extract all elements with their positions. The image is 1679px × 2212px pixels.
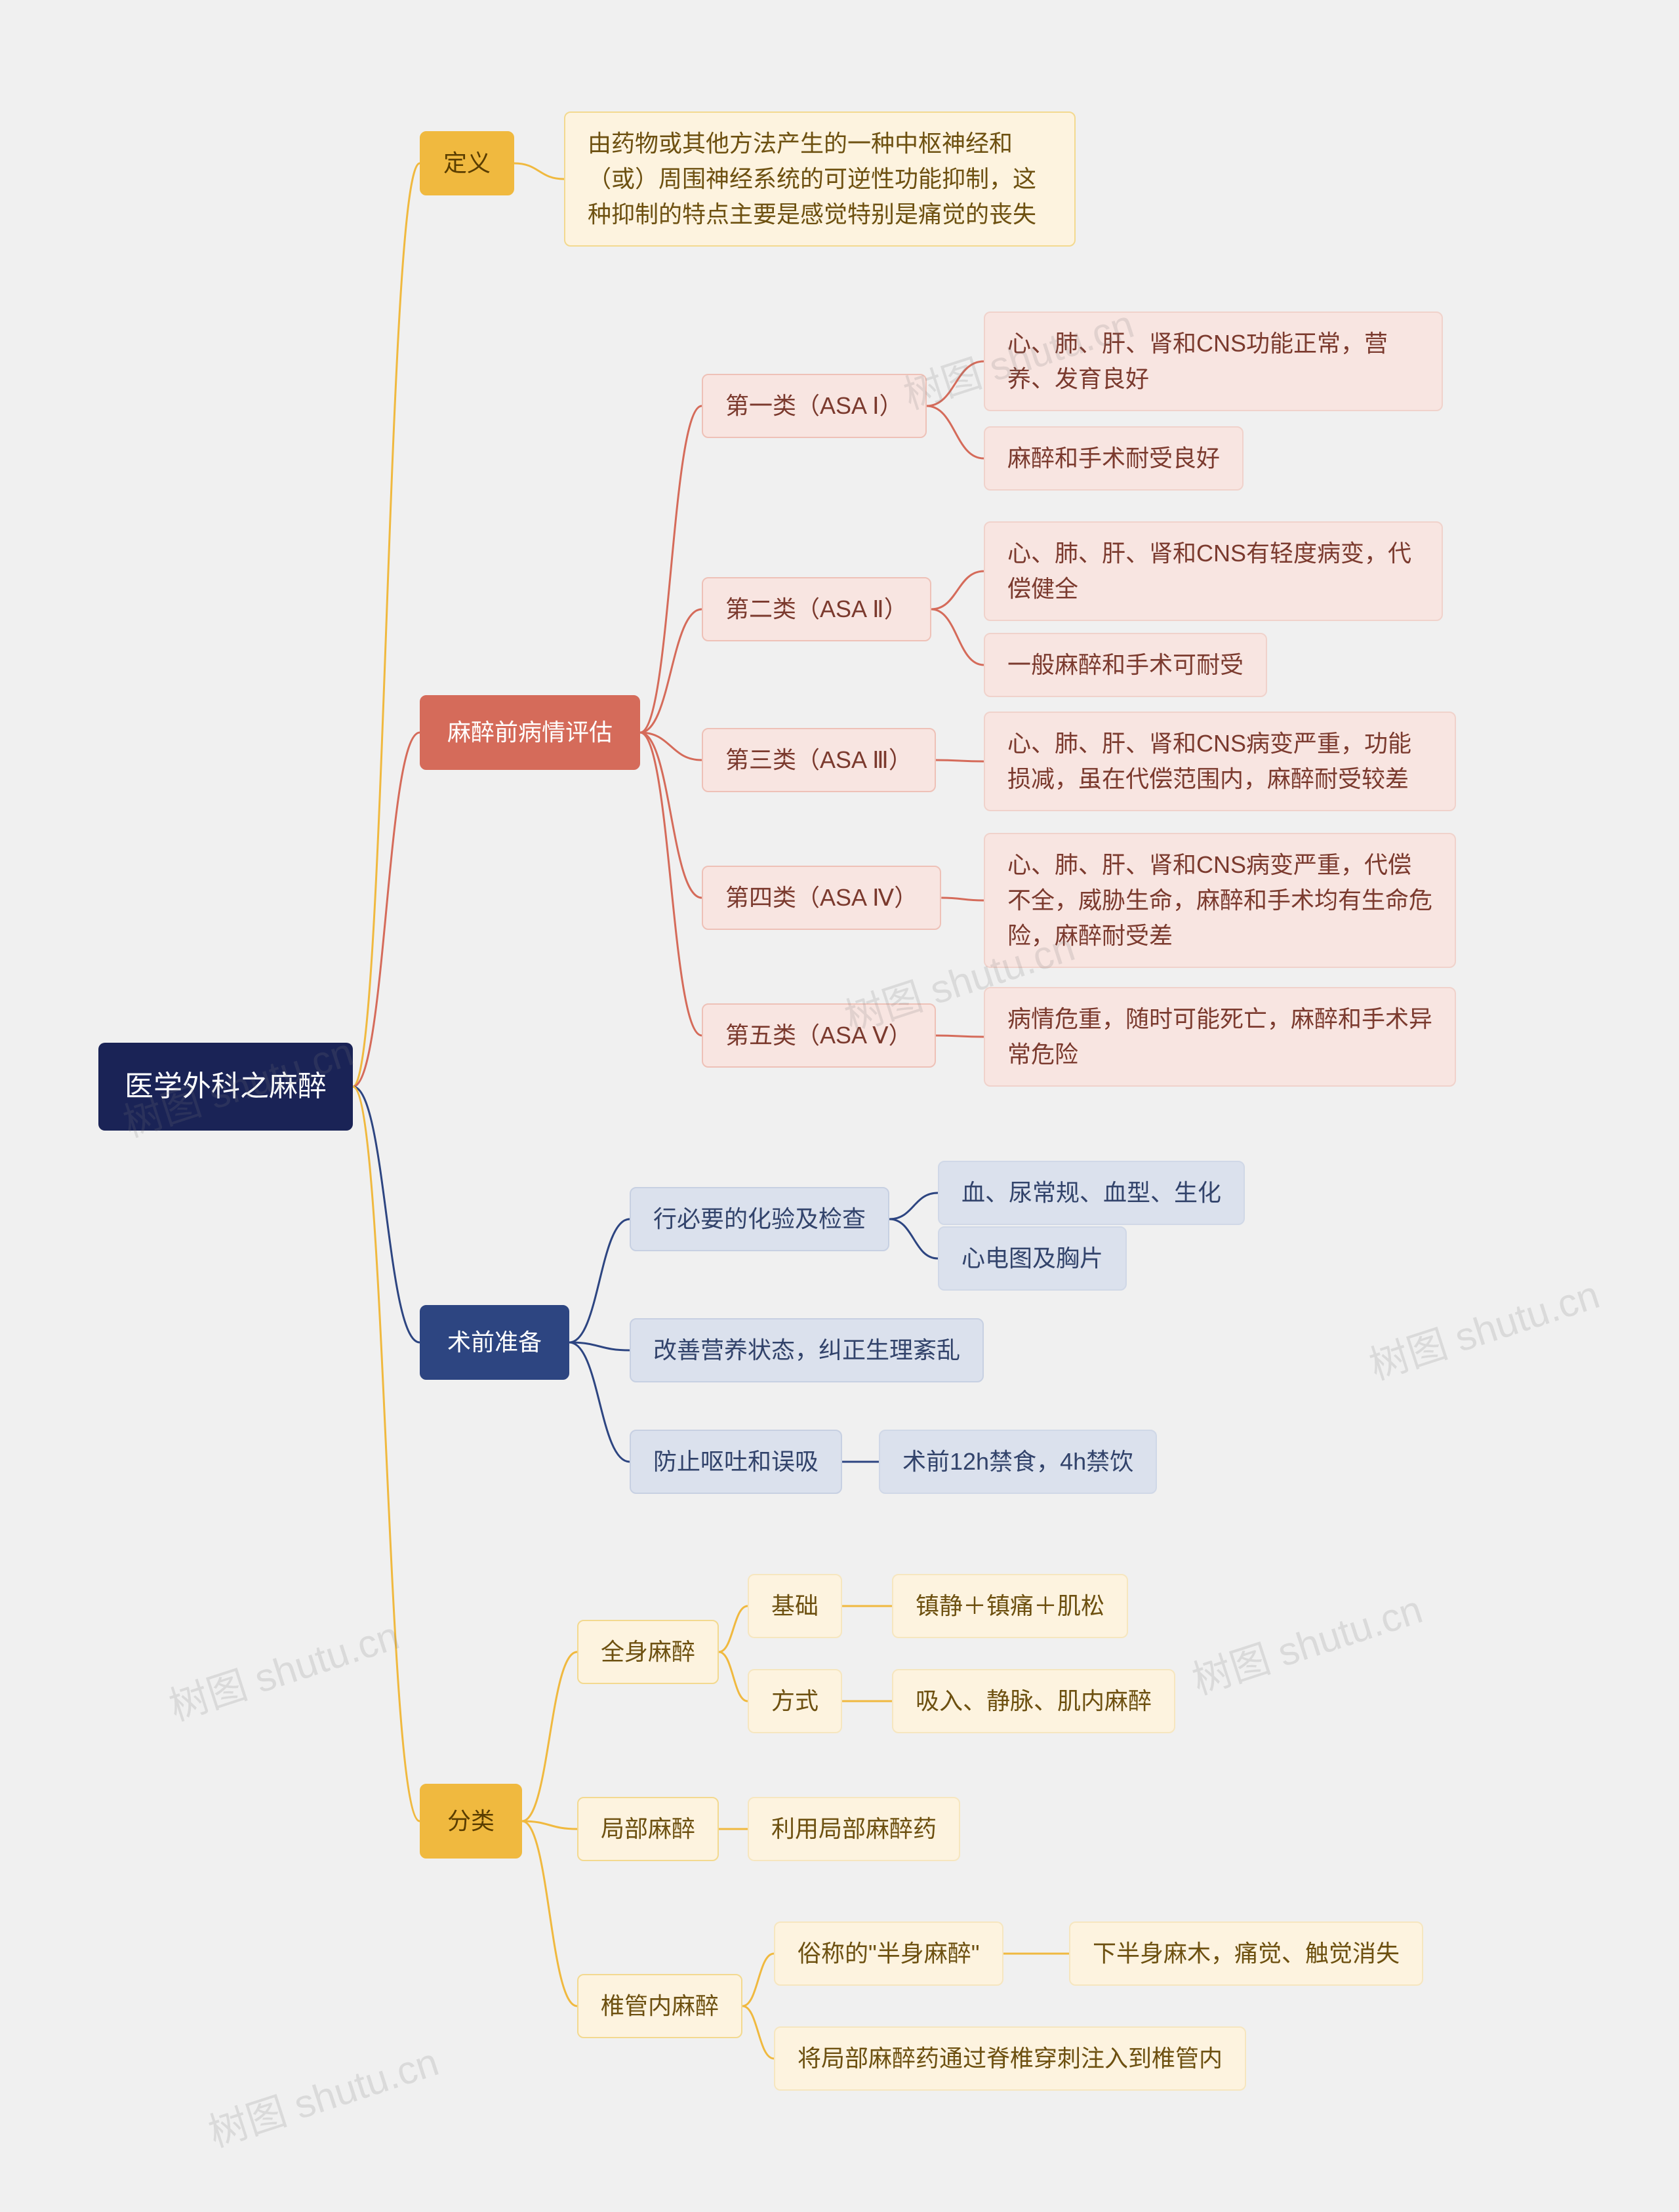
watermark: 树图 shutu.cn: [200, 2030, 445, 2158]
node-class-spinal-b[interactable]: 将局部麻醉药通过脊椎穿刺注入到椎管内: [774, 2026, 1246, 2091]
node-asa4[interactable]: 第四类（ASA Ⅳ）: [702, 866, 941, 930]
watermark: 树图 shutu.cn: [1361, 1263, 1606, 1391]
node-class-general-method[interactable]: 方式: [748, 1669, 842, 1733]
node-preop-nutrition[interactable]: 改善营养状态，纠正生理紊乱: [630, 1318, 984, 1382]
branch-definition[interactable]: 定义: [420, 131, 514, 195]
branch-classification[interactable]: 分类: [420, 1784, 522, 1859]
node-class-local[interactable]: 局部麻醉: [577, 1797, 719, 1861]
node-asa4-a[interactable]: 心、肺、肝、肾和CNS病变严重，代偿不全，威胁生命，麻醉和手术均有生命危险，麻醉…: [984, 833, 1456, 968]
node-asa3[interactable]: 第三类（ASA Ⅲ）: [702, 728, 936, 792]
node-class-general[interactable]: 全身麻醉: [577, 1620, 719, 1684]
node-asa3-a[interactable]: 心、肺、肝、肾和CNS病变严重，功能损减，虽在代偿范围内，麻醉耐受较差: [984, 712, 1456, 811]
watermark: 树图 shutu.cn: [1184, 1578, 1428, 1706]
node-asa5[interactable]: 第五类（ASA Ⅴ）: [702, 1003, 936, 1068]
node-preop-tests[interactable]: 行必要的化验及检查: [630, 1187, 889, 1251]
node-class-local-a[interactable]: 利用局部麻醉药: [748, 1797, 960, 1861]
node-asa1-a[interactable]: 心、肺、肝、肾和CNS功能正常，营养、发育良好: [984, 312, 1443, 411]
node-preop-tests-a[interactable]: 血、尿常规、血型、生化: [938, 1161, 1245, 1225]
node-class-spinal[interactable]: 椎管内麻醉: [577, 1974, 742, 2038]
node-class-general-method-a[interactable]: 吸入、静脉、肌内麻醉: [892, 1669, 1175, 1733]
node-preop-aspiration[interactable]: 防止呕吐和误吸: [630, 1430, 842, 1494]
node-def-body[interactable]: 由药物或其他方法产生的一种中枢神经和（或）周围神经系统的可逆性功能抑制，这种抑制…: [564, 111, 1076, 247]
branch-assessment[interactable]: 麻醉前病情评估: [420, 695, 640, 770]
node-class-general-basis-a[interactable]: 镇静＋镇痛＋肌松: [892, 1574, 1128, 1638]
node-asa1-b[interactable]: 麻醉和手术耐受良好: [984, 426, 1244, 491]
node-asa1[interactable]: 第一类（ASA Ⅰ）: [702, 374, 927, 438]
branch-preop[interactable]: 术前准备: [420, 1305, 569, 1380]
node-asa2-a[interactable]: 心、肺、肝、肾和CNS有轻度病变，代偿健全: [984, 521, 1443, 621]
node-asa5-a[interactable]: 病情危重，随时可能死亡，麻醉和手术异常危险: [984, 987, 1456, 1087]
node-class-spinal-a[interactable]: 俗称的"半身麻醉": [774, 1921, 1003, 1986]
watermark: 树图 shutu.cn: [161, 1604, 405, 1732]
node-class-spinal-a-1[interactable]: 下半身麻木，痛觉、触觉消失: [1069, 1921, 1423, 1986]
node-asa2[interactable]: 第二类（ASA Ⅱ）: [702, 577, 931, 641]
node-preop-aspiration-a[interactable]: 术前12h禁食，4h禁饮: [879, 1430, 1157, 1494]
node-preop-tests-b[interactable]: 心电图及胸片: [938, 1226, 1127, 1291]
node-class-general-basis[interactable]: 基础: [748, 1574, 842, 1638]
node-asa2-b[interactable]: 一般麻醉和手术可耐受: [984, 633, 1267, 697]
root-node[interactable]: 医学外科之麻醉: [98, 1043, 353, 1131]
